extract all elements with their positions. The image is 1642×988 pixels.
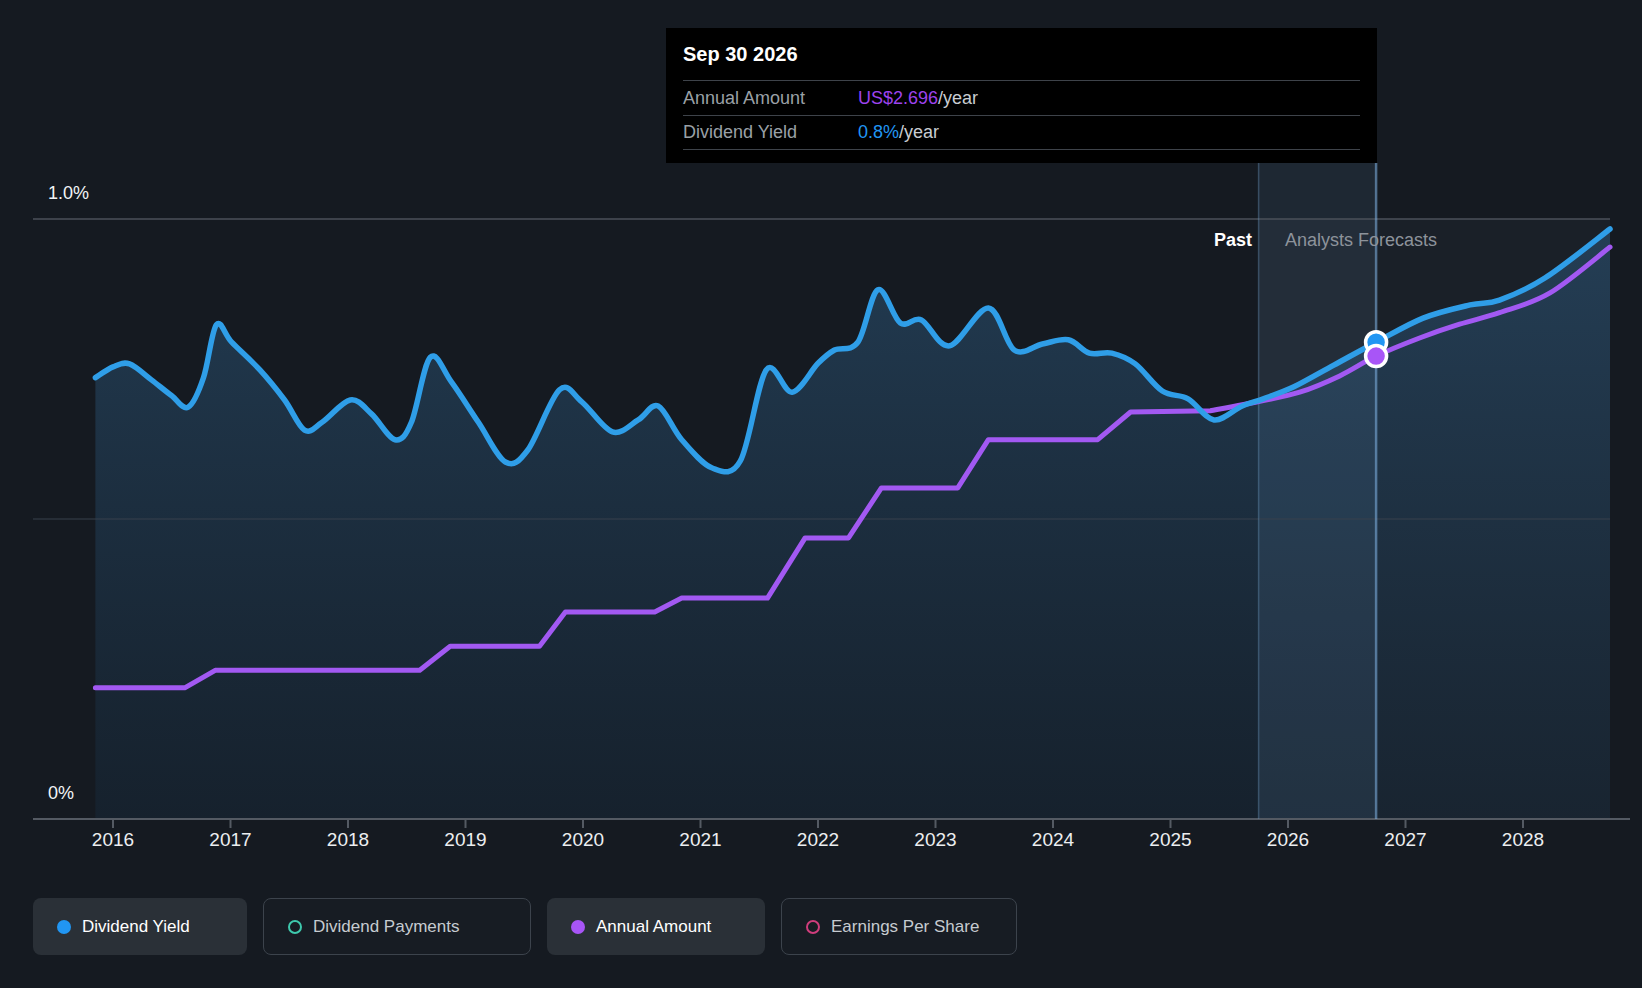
hover-highlight-band — [1259, 163, 1377, 819]
x-axis-label-2019: 2019 — [444, 829, 486, 851]
tooltip-suffix-annual-amount: /year — [938, 88, 978, 109]
x-axis-label-2017: 2017 — [209, 829, 251, 851]
x-axis-label-2016: 2016 — [92, 829, 134, 851]
x-axis-label-2024: 2024 — [1032, 829, 1074, 851]
legend-label: Earnings Per Share — [831, 917, 979, 937]
x-axis-label-2025: 2025 — [1149, 829, 1191, 851]
legend-button-earnings-per-share[interactable]: Earnings Per Share — [781, 898, 1017, 955]
tooltip-value-annual-amount: US$2.696 — [858, 88, 938, 109]
chart-tooltip: Sep 30 2026 Annual Amount US$2.696 /year… — [666, 28, 1377, 163]
tooltip-label-dividend-yield: Dividend Yield — [683, 122, 858, 143]
legend-label: Dividend Yield — [82, 917, 190, 937]
x-axis-ticks — [113, 819, 1523, 828]
earnings-per-share-ring-icon — [806, 920, 820, 934]
x-axis-label-2023: 2023 — [914, 829, 956, 851]
legend-button-annual-amount[interactable]: Annual Amount — [547, 898, 765, 955]
legend-button-dividend-yield[interactable]: Dividend Yield — [33, 898, 247, 955]
dividend-payments-ring-icon — [288, 920, 302, 934]
forecast-label: Analysts Forecasts — [1285, 230, 1437, 251]
legend-label: Annual Amount — [596, 917, 711, 937]
chart-legend: Dividend Yield Dividend Payments Annual … — [33, 898, 1017, 955]
x-axis-label-2022: 2022 — [797, 829, 839, 851]
x-axis-label-2020: 2020 — [562, 829, 604, 851]
y-axis-label-top: 1.0% — [48, 183, 89, 204]
past-label: Past — [1214, 230, 1252, 251]
annual-amount-dot-icon — [571, 920, 585, 934]
x-axis-label-2028: 2028 — [1502, 829, 1544, 851]
tooltip-date: Sep 30 2026 — [683, 28, 1360, 80]
x-axis-label-2021: 2021 — [679, 829, 721, 851]
tooltip-label-annual-amount: Annual Amount — [683, 88, 858, 109]
tooltip-suffix-dividend-yield: /year — [899, 122, 939, 143]
tooltip-row-dividend-yield: Dividend Yield 0.8% /year — [683, 115, 1360, 150]
tooltip-row-annual-amount: Annual Amount US$2.696 /year — [683, 80, 1360, 115]
dividend-chart-widget: 1.0% 0% Past Analysts Forecasts 2016 2017… — [0, 0, 1642, 988]
x-axis-label-2018: 2018 — [327, 829, 369, 851]
legend-button-dividend-payments[interactable]: Dividend Payments — [263, 898, 531, 955]
dividend-yield-dot-icon — [57, 920, 71, 934]
annual-amount-marker-icon — [1366, 346, 1387, 367]
y-axis-label-bottom: 0% — [48, 783, 74, 804]
tooltip-value-dividend-yield: 0.8% — [858, 122, 899, 143]
legend-label: Dividend Payments — [313, 917, 459, 937]
x-axis-label-2027: 2027 — [1384, 829, 1426, 851]
x-axis-label-2026: 2026 — [1267, 829, 1309, 851]
